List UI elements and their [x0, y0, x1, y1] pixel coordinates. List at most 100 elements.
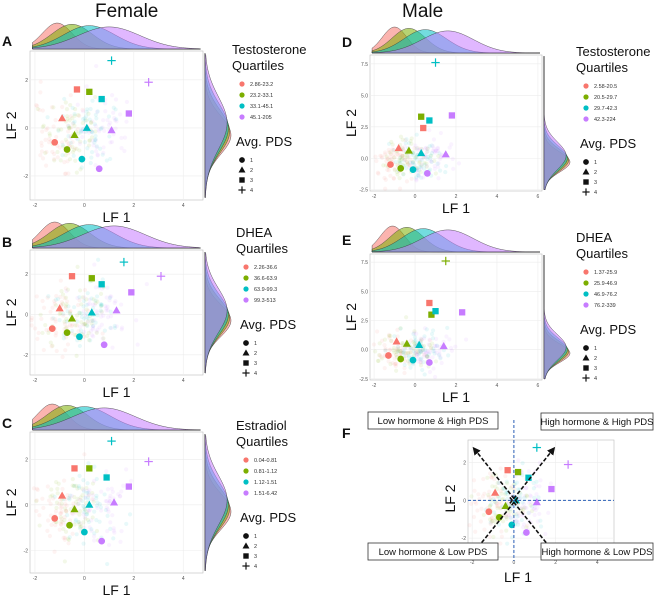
observation-dot: [90, 318, 95, 323]
observation-dot: [383, 152, 388, 157]
mean-marker-q3-pds2: [82, 123, 91, 131]
observation-dot: [415, 147, 421, 153]
observation-dot: [53, 118, 58, 123]
observation-dot: [534, 492, 539, 497]
observation-dot: [526, 469, 531, 474]
observation-dot: [431, 146, 437, 151]
observation-dot: [505, 541, 510, 546]
x-tick-label: 0: [83, 378, 86, 384]
observation-dot: [89, 120, 94, 125]
observation-dot: [108, 314, 114, 319]
observation-dot: [506, 508, 511, 513]
observation-dot: [408, 138, 413, 144]
legend-swatch: [583, 83, 589, 89]
y-tick-label: 5.0: [361, 93, 368, 99]
observation-dot: [532, 505, 537, 511]
observation-dot: [438, 356, 443, 361]
marginal-density-x: [32, 403, 201, 431]
observation-dot: [387, 335, 392, 340]
observation-dot: [40, 330, 45, 336]
observation-dot: [408, 350, 413, 355]
observation-dot: [487, 489, 492, 494]
observation-dot: [80, 120, 85, 126]
observation-dot: [433, 150, 438, 155]
observation-dot: [402, 346, 408, 351]
observation-dot: [40, 496, 45, 501]
mean-marker-q4-pds2: [112, 306, 121, 314]
observation-dot: [78, 288, 83, 293]
mean-marker-q4-pds4: [144, 457, 153, 466]
observation-dot: [405, 358, 411, 364]
observation-dot: [105, 507, 110, 512]
observation-dot: [98, 303, 104, 308]
observation-dot: [36, 330, 41, 336]
x-axis-label: LF 1: [102, 582, 130, 596]
observation-dot: [400, 153, 405, 159]
observation-dot: [491, 534, 496, 540]
legend-pds-label: 4: [254, 371, 257, 377]
observation-dot: [95, 109, 100, 114]
mean-marker-q4-pds2: [439, 341, 448, 350]
observation-dot: [515, 514, 520, 519]
observation-dot: [408, 345, 413, 351]
observation-dot: [427, 337, 432, 342]
observation-dot: [429, 346, 434, 351]
observation-dot: [511, 512, 516, 517]
legend-title-pds: Avg. PDS: [240, 510, 296, 525]
observation-dot: [90, 496, 95, 502]
observation-dot: [406, 353, 411, 358]
observation-dot: [116, 492, 121, 497]
observation-dot: [424, 161, 429, 166]
observation-dot: [412, 335, 418, 340]
observation-dot: [97, 501, 102, 507]
observation-dot: [63, 508, 68, 513]
observation-dot: [65, 342, 71, 347]
observation-dot: [84, 490, 90, 496]
observation-dot: [99, 314, 104, 319]
observation-dot: [57, 318, 62, 323]
observation-dot: [402, 157, 408, 163]
observation-dot: [76, 328, 81, 334]
mean-marker-q2-pds2: [402, 339, 411, 347]
observation-dot: [407, 163, 412, 168]
observation-cloud: [29, 257, 149, 360]
observation-dot: [427, 144, 432, 149]
mean-marker-q2-pds2: [70, 130, 79, 139]
observation-dot: [84, 302, 89, 307]
observation-dot: [103, 498, 108, 504]
observation-dot: [488, 471, 493, 476]
observation-dot: [38, 312, 43, 317]
legend-pds-label: 4: [594, 376, 597, 382]
observation-dot: [49, 105, 55, 110]
observation-dot: [401, 349, 407, 355]
observation-dot: [498, 506, 503, 511]
x-tick-label: -2: [33, 378, 38, 384]
observation-dot: [94, 476, 99, 482]
observation-dot: [418, 363, 424, 368]
observation-dot: [411, 331, 416, 337]
observation-dot: [81, 487, 86, 492]
observation-dot: [66, 496, 71, 501]
observation-dot: [77, 311, 82, 316]
x-tick-label: 6: [537, 194, 540, 200]
mean-marker-q1-pds1: [51, 515, 59, 522]
observation-dot: [531, 486, 537, 491]
observation-dot: [394, 368, 399, 373]
observation-dot: [72, 494, 77, 500]
observation-dot: [64, 503, 69, 508]
observation-dot: [66, 171, 71, 176]
observation-dot: [425, 354, 430, 359]
observation-dot: [389, 338, 394, 343]
legend-swatch: [243, 468, 249, 474]
observation-dot: [63, 295, 69, 300]
observation-dot: [398, 326, 403, 331]
legend-pds-label: 2: [594, 356, 597, 362]
observation-dot: [78, 328, 84, 333]
observation-dot: [101, 313, 106, 318]
observation-dot: [512, 486, 517, 491]
observation-dot: [88, 160, 93, 166]
mean-marker-q4-pds3: [125, 483, 133, 490]
observation-dot: [538, 524, 544, 529]
observation-dot: [422, 326, 428, 331]
observation-dot: [428, 156, 433, 161]
